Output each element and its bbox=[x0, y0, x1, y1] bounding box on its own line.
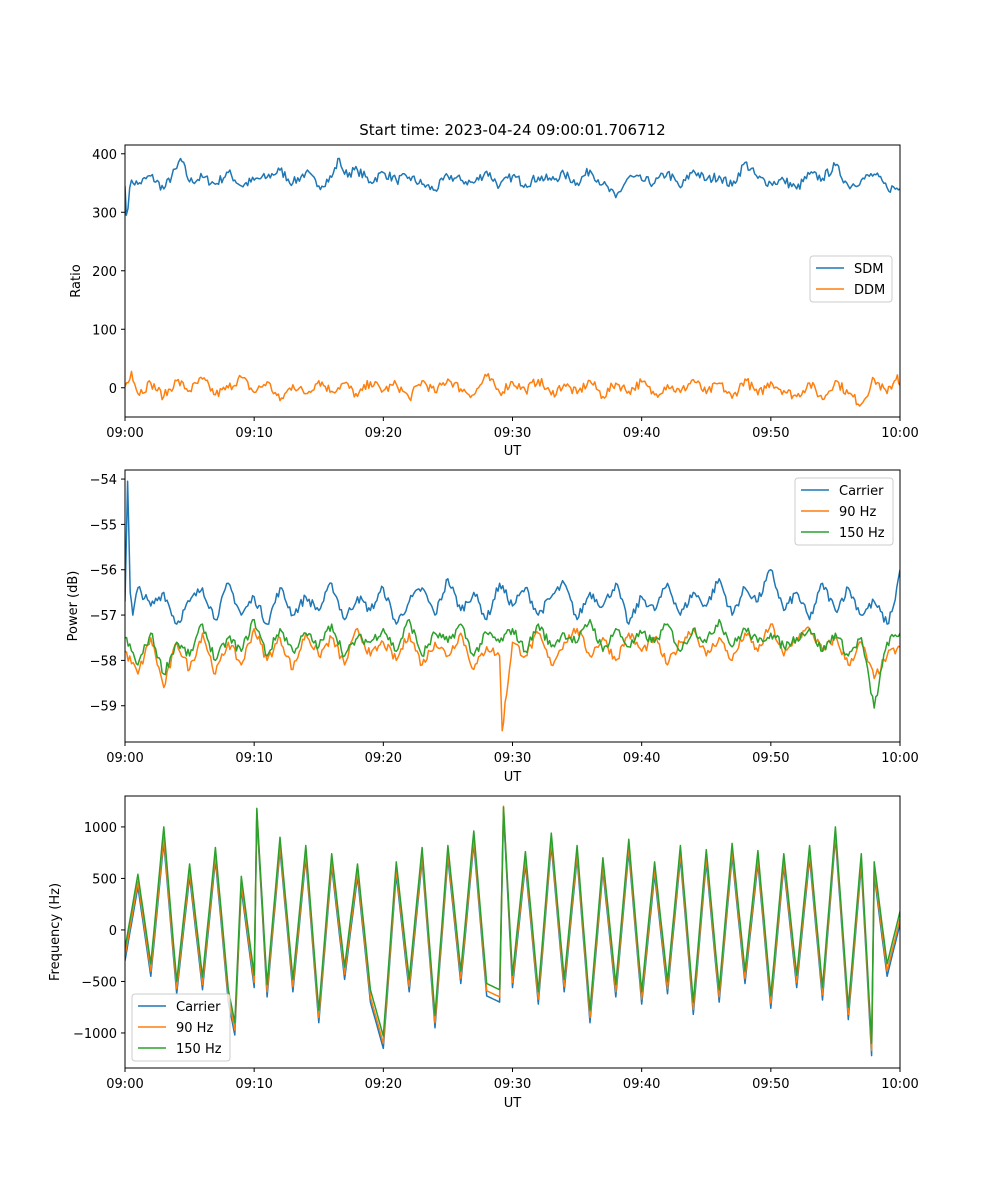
ratio-ticks: 09:00 09:10 09:20 09:30 09:40 09:50 10:00 0 100 2… bbox=[92, 148, 919, 441]
frequency-y-tick-label: −1000 bbox=[73, 1027, 117, 1042]
power-ticks: 09:00 09:10 09:20 09:30 09:40 09:50 10:00 −59 −5… bbox=[90, 473, 919, 766]
power-series-carrier-line bbox=[125, 480, 900, 625]
frequency-x-tick-label: 10:00 bbox=[881, 1077, 918, 1092]
frequency-x-axis-label: UT bbox=[504, 1096, 522, 1111]
ratio-series-ddm-line bbox=[125, 370, 900, 407]
power-series-150-hz-line bbox=[125, 618, 900, 709]
frequency-legend-label-90-hz: 90 Hz bbox=[176, 1021, 213, 1036]
ratio-x-axis-label: UT bbox=[504, 444, 522, 459]
panel-frequency: 09:00 09:10 09:20 09:30 09:40 09:50 10:00 −1000… bbox=[48, 795, 919, 1111]
frequency-x-tick-label: 09:40 bbox=[623, 1077, 660, 1092]
ratio-y-tick-label: 400 bbox=[92, 148, 117, 163]
frequency-y-tick-label: 500 bbox=[92, 872, 117, 887]
ratio-y-tick-label: 300 bbox=[92, 206, 117, 221]
ratio-legend: SDM DDM bbox=[809, 255, 893, 303]
power-x-tick-label: 09:50 bbox=[752, 751, 789, 766]
power-legend-label-carrier: Carrier bbox=[839, 484, 884, 499]
ratio-x-tick-label: 09:20 bbox=[365, 426, 402, 441]
frequency-y-tick-label: −500 bbox=[81, 975, 117, 990]
ratio-legend-label-sdm: SDM bbox=[854, 262, 883, 277]
power-plot-lines bbox=[125, 480, 900, 732]
power-x-tick-label: 09:40 bbox=[623, 751, 660, 766]
frequency-y-tick-label: 1000 bbox=[84, 821, 117, 836]
power-legend-label-150-hz: 150 Hz bbox=[839, 526, 885, 541]
panel-ratio: 09:00 09:10 09:20 09:30 09:40 09:50 10:00 0 100 2… bbox=[69, 144, 919, 459]
frequency-legend-label-150-hz: 150 Hz bbox=[176, 1042, 222, 1057]
ratio-x-tick-label: 09:40 bbox=[623, 426, 660, 441]
frequency-legend-label-carrier: Carrier bbox=[176, 1000, 221, 1015]
frequency-x-tick-label: 09:50 bbox=[752, 1077, 789, 1092]
frequency-x-tick-label: 09:20 bbox=[365, 1077, 402, 1092]
ratio-y-axis-label: Ratio bbox=[69, 264, 84, 297]
power-x-axis-label: UT bbox=[504, 770, 522, 785]
ratio-x-tick-label: 10:00 bbox=[881, 426, 918, 441]
frequency-series-150-hz-line bbox=[125, 806, 900, 1045]
power-x-tick-label: 09:10 bbox=[235, 751, 272, 766]
power-series-90-hz-line bbox=[125, 623, 900, 732]
ratio-plot-lines bbox=[125, 157, 900, 407]
ratio-x-tick-label: 09:30 bbox=[494, 426, 531, 441]
power-y-tick-label: −59 bbox=[90, 700, 117, 715]
ratio-x-tick-label: 09:10 bbox=[235, 426, 272, 441]
frequency-legend-box bbox=[131, 993, 231, 1062]
power-legend: Carrier 90 Hz 150 Hz bbox=[794, 477, 894, 546]
ratio-y-tick-label: 200 bbox=[92, 265, 117, 280]
ratio-x-tick-label: 09:50 bbox=[752, 426, 789, 441]
power-y-tick-label: −58 bbox=[90, 654, 117, 669]
power-x-tick-label: 09:20 bbox=[365, 751, 402, 766]
power-y-tick-label: −55 bbox=[90, 518, 117, 533]
power-y-axis-label: Power (dB) bbox=[66, 571, 81, 642]
ratio-series-sdm-line bbox=[125, 157, 900, 216]
power-legend-label-90-hz: 90 Hz bbox=[839, 505, 876, 520]
ratio-legend-label-ddm: DDM bbox=[854, 283, 885, 298]
frequency-x-tick-label: 09:10 bbox=[235, 1077, 272, 1092]
panel-power: 09:00 09:10 09:20 09:30 09:40 09:50 10:00 −59 −5… bbox=[66, 469, 919, 785]
power-legend-box bbox=[794, 477, 894, 546]
power-x-tick-label: 10:00 bbox=[881, 751, 918, 766]
ratio-y-tick-label: 0 bbox=[109, 382, 117, 397]
frequency-x-tick-label: 09:00 bbox=[106, 1077, 143, 1092]
frequency-ticks: 09:00 09:10 09:20 09:30 09:40 09:50 10:00 −1000… bbox=[73, 821, 919, 1092]
power-y-tick-label: −57 bbox=[90, 609, 117, 624]
ratio-x-tick-label: 09:00 bbox=[106, 426, 143, 441]
frequency-plot-lines bbox=[125, 805, 900, 1057]
power-x-tick-label: 09:00 bbox=[106, 751, 143, 766]
frequency-x-tick-label: 09:30 bbox=[494, 1077, 531, 1092]
frequency-y-axis-label: Frequency (Hz) bbox=[48, 883, 63, 981]
power-x-tick-label: 09:30 bbox=[494, 751, 531, 766]
ratio-y-tick-label: 100 bbox=[92, 323, 117, 338]
frequency-y-tick-label: 0 bbox=[109, 924, 117, 939]
power-y-tick-label: −54 bbox=[90, 473, 117, 488]
figure-title: Start time: 2023-04-24 09:00:01.706712 bbox=[359, 121, 665, 139]
power-y-tick-label: −56 bbox=[90, 564, 117, 579]
frequency-legend: Carrier 90 Hz 150 Hz bbox=[131, 993, 231, 1062]
